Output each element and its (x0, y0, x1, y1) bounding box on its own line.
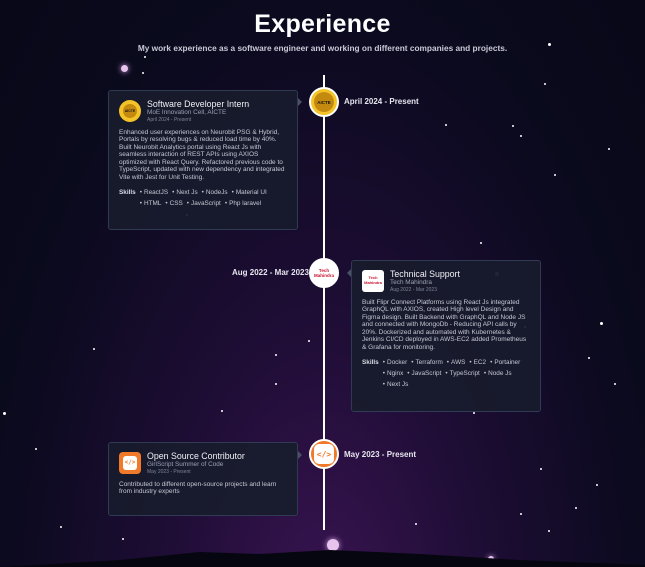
skill-tag: Terraform (411, 357, 442, 368)
skill-tag: Docker (383, 357, 407, 368)
horizon-silhouette (0, 550, 645, 567)
card-header: AICTE Software Developer Intern MoE Inno… (119, 99, 287, 123)
timeline-date: April 2024 - Present (344, 97, 419, 106)
card-header: Tech Mahindra Technical Support Tech Mah… (362, 269, 530, 293)
skill-tag: CSS (165, 198, 183, 209)
skill-tag: AWS (447, 357, 465, 368)
skills-label: Skills (362, 358, 379, 366)
skill-tag: EC2 (469, 357, 486, 368)
experience-description: Contributed to different open-source pro… (119, 480, 277, 496)
aicte-logo-icon: AICTE (314, 92, 334, 112)
skill-tag: JavaScript (187, 198, 221, 209)
skills-row: Skills Docker Terraform AWS EC2 Portaine… (362, 357, 530, 390)
skill-tag: Portainer (490, 357, 520, 368)
period-text: May 2023 - Present (147, 468, 191, 475)
page-subtitle: My work experience as a software enginee… (137, 43, 508, 53)
skill-tag: TypeScript (445, 368, 480, 379)
timeline-node-aicte: AICTE (309, 87, 339, 117)
card-pointer (298, 451, 302, 459)
skills-list: Docker Terraform AWS EC2 Portainer Nginx… (383, 357, 530, 390)
experience-card[interactable]: AICTE Software Developer Intern MoE Inno… (108, 90, 298, 230)
page-title: Experience (254, 10, 391, 38)
skill-tag: NodeJs (202, 187, 228, 198)
period-text: April 2024 - Present (147, 116, 192, 123)
skills-row: Skills ReactJS Next Js NodeJs Material U… (119, 187, 287, 209)
role-title: Software Developer Intern (147, 99, 250, 109)
experience-card[interactable]: </> Open Source Contributor GirlScript S… (108, 442, 298, 516)
aicte-logo-icon: AICTE (119, 99, 141, 122)
code-icon: </> (119, 451, 141, 474)
skill-tag: Nginx (383, 368, 403, 379)
experience-card[interactable]: Tech Mahindra Technical Support Tech Mah… (351, 260, 541, 412)
code-icon: </> (314, 444, 334, 464)
experience-description: Built Flipr Connect Platforms using Reac… (362, 298, 527, 352)
skill-tag: Next Js (172, 187, 197, 198)
timeline-date: Aug 2022 - Mar 2023 (232, 268, 309, 277)
skill-tag: Node Js (484, 368, 511, 379)
timeline-node-techmahindra: Tech Mahindra (309, 258, 339, 288)
role-title: Technical Support (390, 269, 460, 279)
card-header: </> Open Source Contributor GirlScript S… (119, 451, 287, 475)
skills-label: Skills (119, 188, 136, 196)
company-name: Tech Mahindra (390, 279, 432, 286)
timeline-date: May 2023 - Present (344, 450, 417, 459)
techmahindra-logo-icon: Tech Mahindra (362, 269, 384, 292)
company-name: MoE Innovation Cell, AICTE (147, 109, 227, 116)
skill-tag: HTML (140, 198, 161, 209)
skill-tag: ReactJS (140, 187, 168, 198)
skill-tag: Next Js (383, 379, 408, 390)
techmahindra-logo-icon: Tech Mahindra (313, 268, 334, 278)
role-title: Open Source Contributor (147, 451, 245, 461)
skill-tag: Material UI (232, 187, 267, 198)
timeline-node-gssoc: </> (309, 439, 339, 469)
period-text: Aug 2022 - Mar 2023 (390, 286, 437, 293)
skill-tag: Php laravel (225, 198, 261, 209)
timeline-line (323, 75, 325, 530)
experience-description: Enhanced user experiences on Neurobit PS… (119, 128, 285, 182)
card-pointer (298, 98, 302, 106)
skill-tag: JavaScript (407, 368, 442, 379)
company-name: GirlScript Summer of Code (147, 461, 224, 468)
skills-list: ReactJS Next Js NodeJs Material UI HTML … (140, 187, 287, 209)
card-pointer (347, 269, 351, 277)
